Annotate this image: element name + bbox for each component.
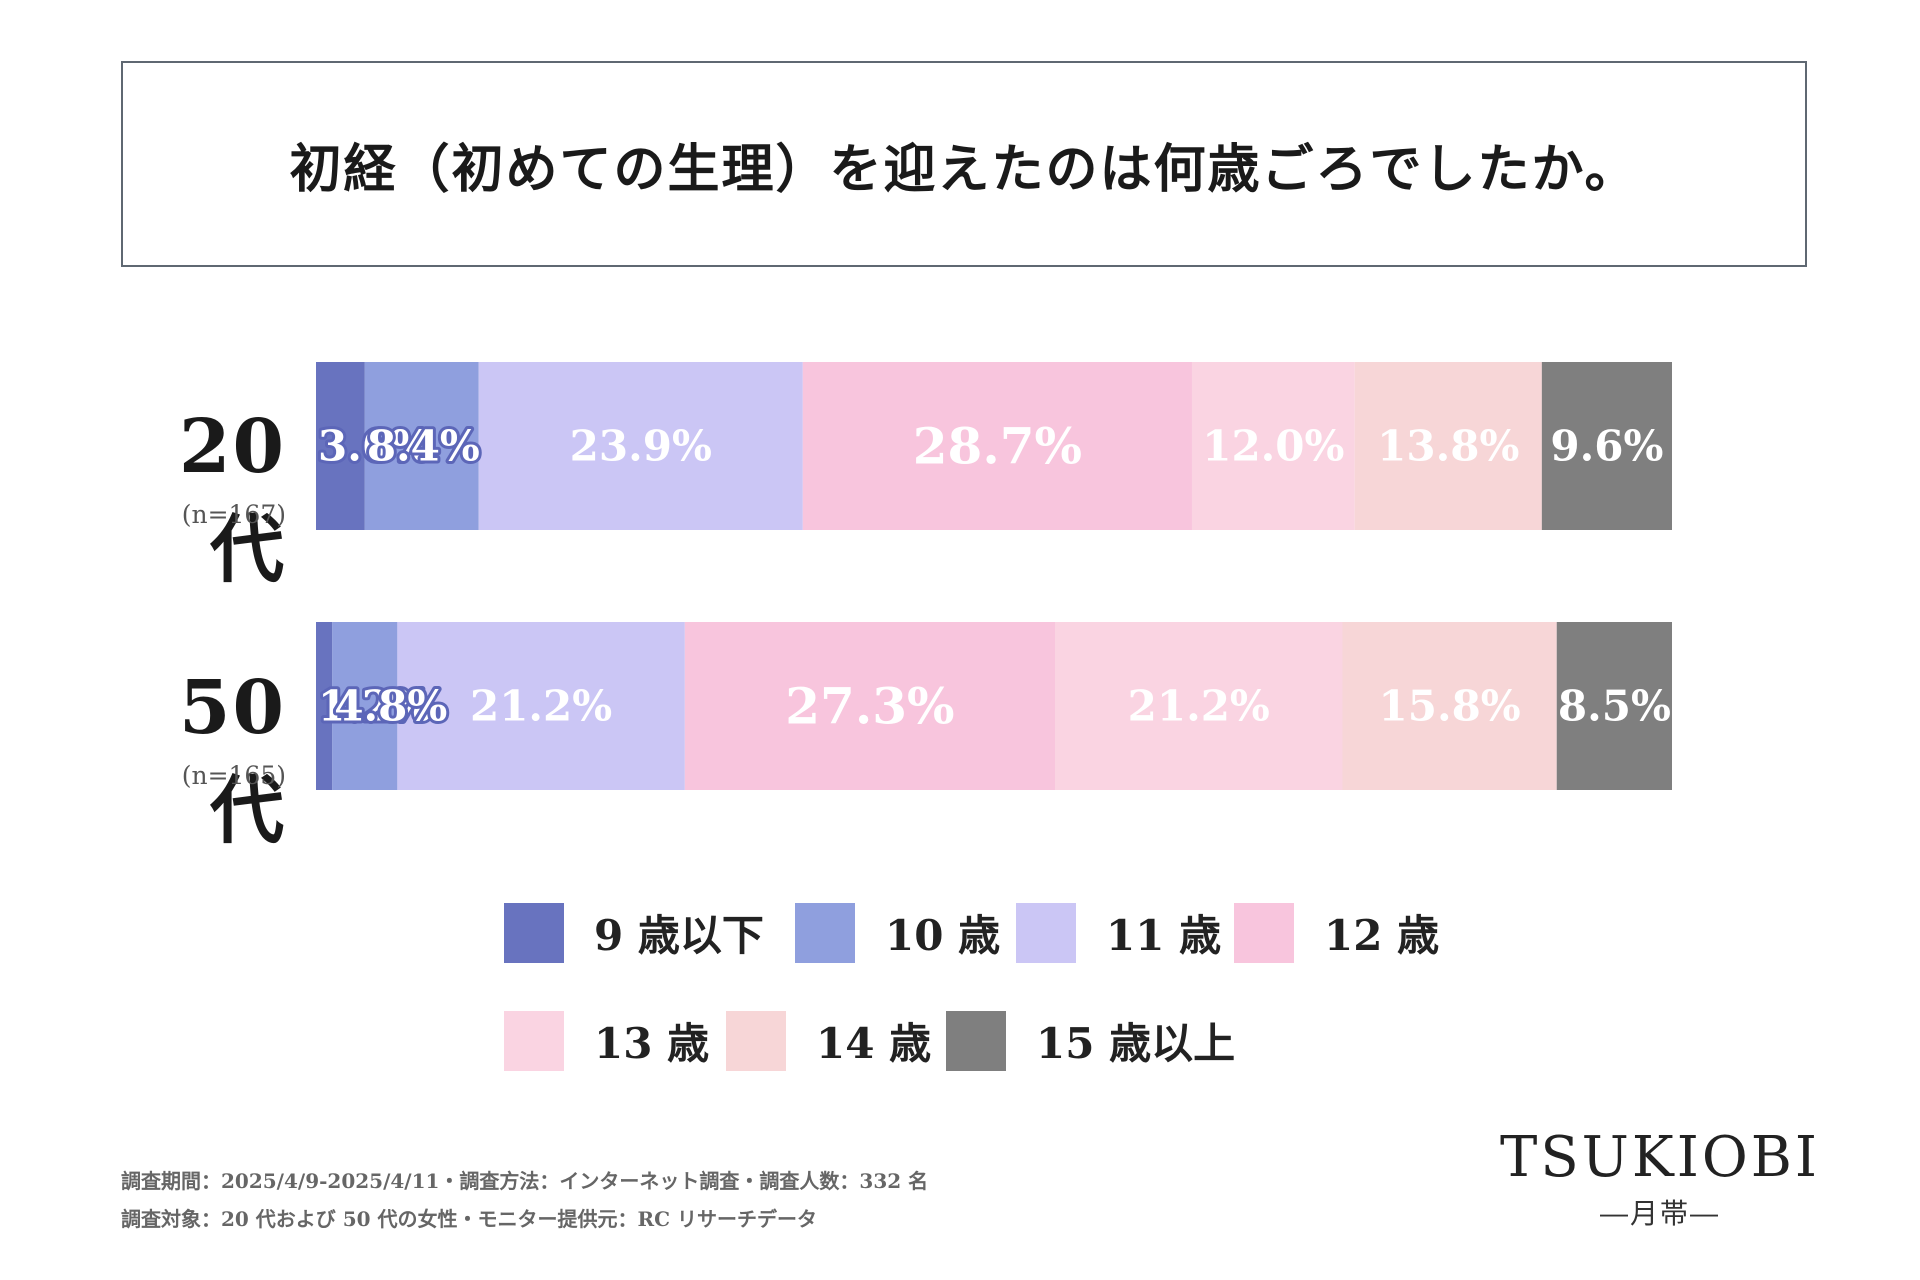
legend-label: 11 歳 xyxy=(1106,911,1222,960)
legend-item: 13 歳 xyxy=(504,1010,709,1071)
bar-value-label: 15.8% xyxy=(1379,682,1521,731)
bar-segment xyxy=(1191,362,1355,530)
bar-segment xyxy=(397,622,685,790)
bar-value-label: 8.5% xyxy=(1558,682,1671,731)
bar-segment xyxy=(684,622,1056,790)
brand-logo: TSUKIOBI ―月帯― xyxy=(1480,1130,1840,1232)
legend-label: 9 歳以下 xyxy=(594,911,764,960)
footnote-survey-target: 調査対象：20 代および 50 代の女性・モニター提供元：RC リサーチデータ xyxy=(121,1207,818,1231)
bar-value-label: 3.6% xyxy=(318,422,431,471)
bar-segment xyxy=(1342,622,1557,790)
stacked-bar-chart: 23.9% 28.7% 12.0% 13.8% 9.6% 21.2% 27.3% 21.2% 1… xyxy=(315,362,1672,790)
title-box: 初経（初めての生理）を迎えたのは何歳ごろでしたか。 xyxy=(121,61,1807,267)
legend-label: 13 歳 xyxy=(594,1019,710,1068)
legend-swatch xyxy=(1234,902,1294,963)
legend-item: 15 歳以上 xyxy=(946,1010,1235,1071)
row-label-20s: 20 代 xyxy=(179,404,286,593)
legend-item: 14 歳 xyxy=(726,1010,931,1071)
bar-value-label: 4.8% xyxy=(334,682,447,731)
bar-value-label: 21.2% xyxy=(470,682,612,731)
chart-title: 初経（初めての生理）を迎えたのは何歳ごろでしたか。 xyxy=(289,138,1639,200)
legend-swatch xyxy=(946,1010,1006,1071)
bar-segment xyxy=(316,622,333,790)
bar-value-label: 27.3% xyxy=(785,677,954,736)
bar-segment xyxy=(1055,622,1343,790)
bar-value-label: 1.2% xyxy=(318,682,431,731)
legend-label: 14 歳 xyxy=(816,1019,932,1068)
bar-segment xyxy=(1556,622,1672,790)
bar-value-label: 21.2% xyxy=(1128,682,1270,731)
brand-name: TSUKIOBI xyxy=(1499,1125,1821,1190)
bar-segment xyxy=(478,362,803,530)
footnote-survey-period: 調査期間：2025/4/9-2025/4/11・調査方法：インターネット調査・調… xyxy=(121,1169,929,1193)
legend-item: 9 歳以下 xyxy=(504,902,764,963)
legend-swatch xyxy=(504,1010,564,1071)
bar-value-label: 23.9% xyxy=(570,422,712,471)
legend-item: 10 歳 xyxy=(795,902,1000,963)
bar-segment xyxy=(802,362,1192,530)
bar-value-label: 28.7% xyxy=(913,417,1082,476)
legend-swatch xyxy=(726,1010,786,1071)
row-label-50s: 50 代 xyxy=(179,665,286,854)
bar-value-label: 8.4% xyxy=(367,422,480,471)
bar-value-label: 9.6% xyxy=(1550,422,1663,471)
brand-subtitle: ―月帯― xyxy=(1599,1197,1720,1230)
bar-segment xyxy=(332,622,398,790)
legend-item: 11 歳 xyxy=(1016,902,1221,963)
legend-item: 12 歳 xyxy=(1234,902,1439,963)
bar-segment xyxy=(364,362,479,530)
legend-label: 12 歳 xyxy=(1324,911,1440,960)
bar-value-label: 13.8% xyxy=(1377,422,1519,471)
legend-swatch xyxy=(504,902,564,963)
legend-label: 10 歳 xyxy=(885,911,1001,960)
legend-swatch xyxy=(1016,902,1076,963)
bar-segment xyxy=(1354,362,1542,530)
bar-value-label: 12.0% xyxy=(1202,422,1344,471)
row-n-50s: (n=165) xyxy=(181,761,286,790)
legend-swatch xyxy=(795,902,855,963)
bar-segment xyxy=(316,362,365,530)
bar-segment xyxy=(1541,362,1672,530)
legend-label: 15 歳以上 xyxy=(1036,1019,1236,1068)
row-n-20s: (n=167) xyxy=(181,500,286,529)
